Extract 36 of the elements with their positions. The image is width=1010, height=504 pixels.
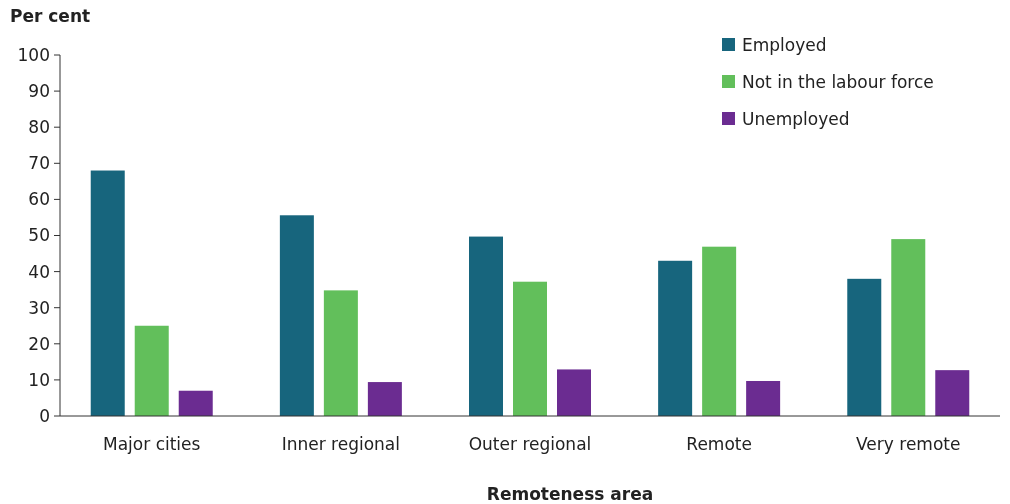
y-tick-label: 20 bbox=[28, 333, 50, 354]
legend-label: Unemployed bbox=[742, 108, 850, 129]
bar bbox=[367, 382, 402, 416]
x-tick-label: Outer regional bbox=[468, 434, 592, 454]
y-tick-label: 10 bbox=[28, 369, 50, 390]
x-tick-label: Inner regional bbox=[281, 434, 401, 454]
bar bbox=[513, 281, 547, 416]
y-tick-label: 100 bbox=[17, 44, 50, 65]
y-tick-label: 0 bbox=[39, 405, 50, 426]
x-tick-label: Very remote bbox=[856, 434, 961, 454]
bar bbox=[469, 236, 503, 416]
y-axis-title: Per cent bbox=[10, 6, 91, 26]
bar bbox=[134, 325, 169, 416]
y-tick-label: 40 bbox=[28, 261, 50, 282]
x-tick-label: Remote bbox=[686, 434, 752, 454]
y-tick-label: 90 bbox=[28, 81, 50, 102]
bar bbox=[935, 370, 970, 416]
bar bbox=[746, 380, 781, 416]
x-tick-label: Major cities bbox=[103, 434, 201, 454]
bar bbox=[90, 170, 125, 416]
legend-label: Employed bbox=[742, 34, 827, 55]
bar bbox=[178, 390, 213, 416]
bar bbox=[891, 239, 926, 416]
y-tick-label: 70 bbox=[28, 153, 50, 174]
bar bbox=[658, 260, 693, 416]
x-axis-title: Remoteness area bbox=[486, 484, 654, 504]
bar bbox=[847, 278, 882, 416]
y-tick-label: 30 bbox=[28, 297, 50, 318]
bar bbox=[557, 369, 591, 416]
bar bbox=[702, 246, 737, 416]
bar bbox=[279, 215, 314, 416]
y-tick-label: 50 bbox=[28, 225, 50, 246]
y-tick-label: 80 bbox=[28, 117, 50, 138]
y-tick-label: 60 bbox=[28, 189, 50, 210]
bar bbox=[323, 290, 358, 416]
legend-label: Not in the labour force bbox=[742, 71, 934, 92]
